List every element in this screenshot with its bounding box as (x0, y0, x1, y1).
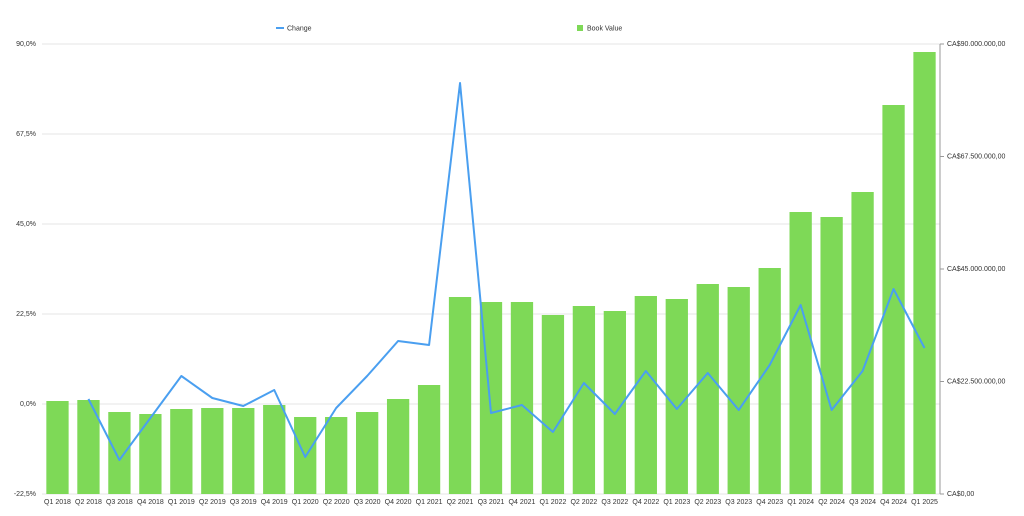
bar (108, 412, 131, 494)
x-tick-label: Q1 2020 (292, 499, 319, 506)
y-tick-label: 45,0% (16, 221, 36, 228)
x-tick-label: Q1 2025 (911, 499, 938, 506)
bar (820, 217, 843, 494)
bar (665, 299, 688, 494)
x-tick-label: Q4 2018 (137, 499, 164, 506)
x-tick-label: Q4 2023 (756, 499, 783, 506)
bar (417, 385, 441, 494)
y-tick-label: -22,5% (14, 491, 36, 498)
x-tick-label: Q4 2022 (632, 499, 659, 506)
y-tick-label: 67,5% (16, 131, 36, 138)
bar (46, 401, 69, 494)
x-tick-label: Q2 2024 (818, 499, 845, 506)
x-tick-label: Q1 2021 (416, 499, 443, 506)
bar (170, 409, 193, 494)
x-tick-label: Q2 2022 (570, 499, 597, 506)
legend-label: Book Value (587, 25, 622, 32)
y2-tick-label: CA$22.500.000,00 (947, 378, 1005, 385)
x-tick-label: Q4 2019 (261, 499, 288, 506)
x-tick-label: Q3 2023 (725, 499, 752, 506)
x-tick-label: Q1 2023 (663, 499, 690, 506)
legend-label: Change (287, 25, 312, 32)
y2-tick-label: CA$0,00 (947, 491, 974, 498)
x-tick-label: Q4 2024 (880, 499, 907, 506)
bar (232, 408, 255, 494)
bar (851, 192, 874, 494)
line (87, 82, 926, 461)
bar (263, 405, 286, 494)
y2-tick-label: CA$67.500.000,00 (947, 153, 1005, 160)
x-tick-label: Q1 2024 (787, 499, 814, 506)
y-tick-label: 22,5% (16, 311, 36, 318)
x-tick-label: Q3 2024 (849, 499, 876, 506)
bar (758, 268, 781, 494)
x-tick-label: Q1 2019 (168, 499, 195, 506)
bar (572, 306, 596, 494)
x-tick-label: Q1 2018 (44, 499, 71, 506)
bar (789, 212, 812, 494)
x-tick-label: Q2 2019 (199, 499, 226, 506)
bar (541, 315, 565, 494)
bar (77, 400, 100, 494)
x-tick-label: Q2 2021 (447, 499, 474, 506)
bar (603, 311, 627, 494)
y2-tick-label: CA$45.000.000,00 (947, 266, 1005, 273)
x-tick-label: Q4 2020 (385, 499, 412, 506)
x-tick-label: Q3 2021 (478, 499, 505, 506)
x-tick-label: Q4 2021 (509, 499, 536, 506)
x-tick-label: Q3 2018 (106, 499, 133, 506)
bar (201, 408, 224, 494)
bar (727, 287, 750, 494)
bar (510, 302, 534, 494)
y2-tick-label: CA$90.000.000,00 (947, 41, 1005, 48)
x-tick-label: Q1 2022 (540, 499, 567, 506)
x-tick-label: Q2 2023 (694, 499, 721, 506)
bar (696, 284, 719, 494)
bar (882, 105, 905, 494)
x-tick-label: Q3 2019 (230, 499, 257, 506)
bar (634, 296, 657, 494)
x-tick-label: Q2 2018 (75, 499, 102, 506)
bar (448, 297, 472, 494)
y-tick-label: 90,0% (16, 41, 36, 48)
bar (139, 414, 162, 494)
bar (913, 52, 936, 494)
y-tick-label: 0,0% (20, 401, 36, 408)
x-tick-label: Q3 2022 (601, 499, 628, 506)
bar (355, 412, 379, 494)
bar (325, 417, 348, 494)
x-tick-label: Q3 2020 (354, 499, 381, 506)
bar (386, 399, 410, 494)
legend-swatch (577, 25, 583, 31)
x-tick-label: Q2 2020 (323, 499, 350, 506)
